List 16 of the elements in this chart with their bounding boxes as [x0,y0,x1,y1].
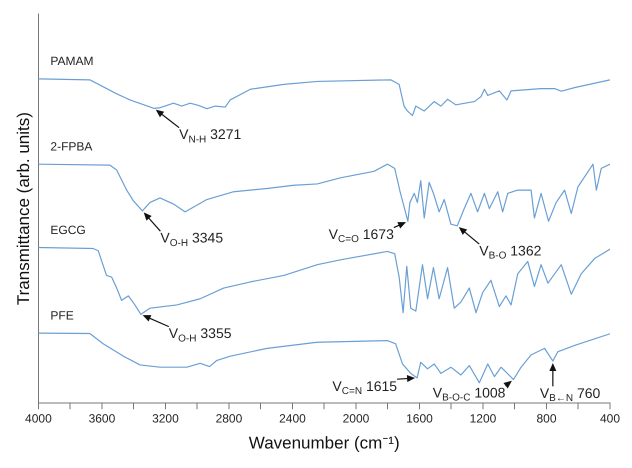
series-label: PFE [50,308,74,322]
y-axis-title: Transmittance (arb. units) [14,112,33,306]
x-tick-label: 2000 [342,412,370,426]
x-tick-label: 2400 [279,412,306,426]
x-tick-label: 1200 [470,412,497,426]
series-label: 2-FPBA [50,139,92,154]
series-label: PAMAM [50,54,94,68]
series-label: EGCG [50,222,86,237]
x-axis-title: Wavenumber (cm⁻¹) [248,433,400,452]
x-tick-label: 1600 [406,412,434,426]
x-tick-label: 4000 [25,412,52,426]
x-tick-label: 400 [600,412,620,426]
x-tick-label: 800 [536,412,557,426]
x-tick-label: 3600 [88,412,116,426]
x-tick-label: 2800 [216,412,243,426]
x-tick-label: 3200 [152,412,180,426]
